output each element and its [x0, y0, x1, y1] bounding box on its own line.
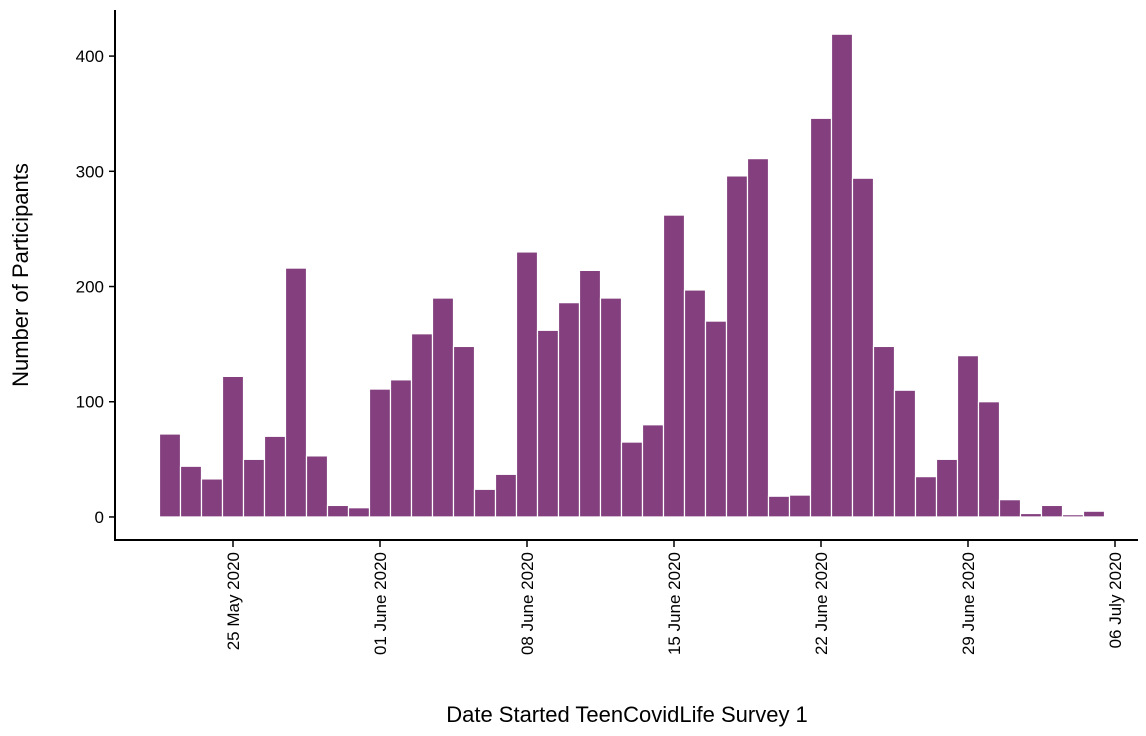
bar [494, 473, 518, 518]
bar [347, 507, 371, 518]
bar [515, 251, 539, 518]
bar [872, 345, 896, 518]
y-tick-label: 300 [76, 162, 104, 181]
bar [473, 488, 497, 518]
x-tick-label: 15 June 2020 [665, 552, 684, 655]
bar [620, 441, 644, 518]
y-tick-label: 400 [76, 47, 104, 66]
bar [725, 175, 749, 518]
bar [305, 455, 329, 518]
bar [998, 499, 1022, 518]
bar [431, 297, 455, 518]
y-axis-title: Number of Participants [8, 163, 33, 387]
bar [830, 33, 854, 518]
bar [284, 267, 308, 518]
bar [1082, 510, 1106, 518]
bar [662, 214, 686, 518]
x-tick-label: 06 July 2020 [1106, 552, 1125, 648]
bar [851, 177, 875, 518]
bar [788, 494, 812, 518]
bar [557, 302, 581, 518]
bar [935, 458, 959, 518]
x-tick-label: 25 May 2020 [224, 552, 243, 650]
bar [956, 355, 980, 518]
y-tick-label: 200 [76, 278, 104, 297]
x-tick-label: 22 June 2020 [812, 552, 831, 655]
x-tick-label: 29 June 2020 [959, 552, 978, 655]
bar [410, 333, 434, 518]
bar [914, 476, 938, 518]
bar [683, 289, 707, 518]
bar [389, 379, 413, 518]
x-tick-label: 01 June 2020 [371, 552, 390, 655]
y-tick-label: 100 [76, 393, 104, 412]
bar [704, 320, 728, 518]
bar [368, 388, 392, 518]
bar [158, 433, 182, 518]
bar [452, 345, 476, 518]
bar [221, 375, 245, 518]
bar [263, 435, 287, 518]
bar [977, 401, 1001, 518]
y-tick-label: 0 [95, 508, 104, 527]
bar [326, 504, 350, 518]
bar [767, 495, 791, 518]
bar [809, 117, 833, 518]
bar [1040, 504, 1064, 518]
bar [893, 389, 917, 518]
bar [746, 158, 770, 518]
bar [179, 465, 203, 518]
bar [599, 297, 623, 518]
bar [1061, 514, 1085, 518]
bar [536, 329, 560, 518]
x-axis-title: Date Started TeenCovidLife Survey 1 [446, 702, 808, 727]
bar [200, 478, 224, 518]
bar [578, 269, 602, 518]
x-tick-label: 08 June 2020 [518, 552, 537, 655]
bar [242, 458, 266, 518]
bar [641, 424, 665, 518]
bar [1019, 512, 1043, 518]
